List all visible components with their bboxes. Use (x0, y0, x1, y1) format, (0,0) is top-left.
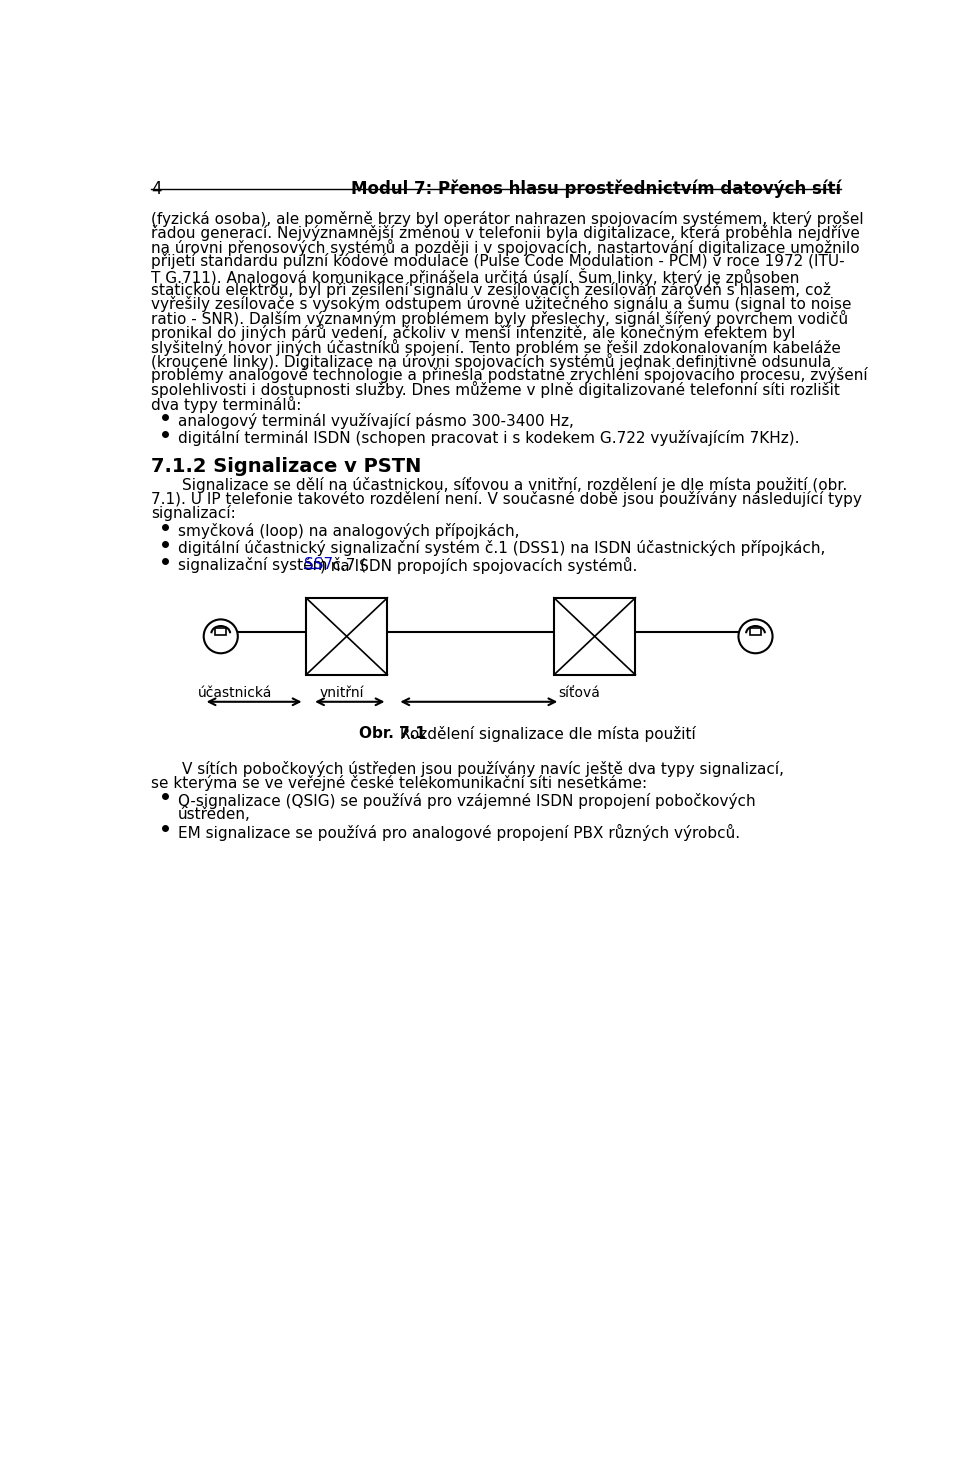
Text: signalizační systém č.7 (: signalizační systém č.7 ( (179, 558, 367, 574)
Text: se kterýma se ve veřejné české telekomunikační síti nesetkáme:: se kterýma se ve veřejné české telekomun… (151, 776, 647, 792)
Text: V sítích pobočkových ústředen jsou používány navíc ještě dva typy signalizací,: V sítích pobočkových ústředen jsou použí… (182, 761, 784, 777)
Circle shape (738, 620, 773, 654)
Text: přijetí standardu pulzní kódové modulace (Pulse Code Modulation - PCM) v roce 19: přijetí standardu pulzní kódové modulace… (151, 253, 845, 269)
Bar (554, 598, 636, 674)
Bar (750, 629, 761, 634)
Text: řadou generací. Nejvýznамnější změnou v telefonii byla digitalizace, která probě: řadou generací. Nejvýznамnější změnou v … (151, 225, 860, 241)
Text: EM signalizace se používá pro analogové propojení PBX různých výrobců.: EM signalizace se používá pro analogové … (179, 824, 740, 841)
Text: ) na ISDN propojích spojovacích systémů.: ) na ISDN propojích spojovacích systémů. (320, 558, 637, 574)
Text: Signalizace se dělí na účastnickou, síťovou a vnitřní, rozdělení je dle místa po: Signalizace se dělí na účastnickou, síťo… (182, 477, 848, 493)
Circle shape (204, 620, 238, 654)
Text: síťová: síťová (558, 686, 600, 701)
Text: Modul 7: Přenos hlasu prostřednictvím datových sítí: Modul 7: Přenos hlasu prostřednictvím da… (350, 180, 841, 199)
Text: signalizací:: signalizací: (151, 505, 236, 521)
Text: pronikal do jiných párů vedení, ačkoliv v menší intenzitě, ale konečným efektem : pronikal do jiných párů vedení, ačkoliv … (151, 324, 796, 342)
Text: Q-signalizace (QSIG) se používá pro vzájemné ISDN propojení pobočkových: Q-signalizace (QSIG) se používá pro vzáj… (179, 792, 756, 808)
Text: ústředen,: ústředen, (179, 807, 251, 821)
Text: digitální účastnický signalizační systém č.1 (DSS1) na ISDN účastnických přípojk: digitální účastnický signalizační systém… (179, 540, 826, 556)
Bar (306, 598, 388, 674)
Text: spolehlivosti i dostupnosti služby. Dnes můžeme v plně digitalizované telefonní : spolehlivosti i dostupnosti služby. Dnes… (151, 381, 840, 399)
Text: (kroucené linky). Digitalizace na úrovni spojovacích systémů jednak definitivně : (kroucené linky). Digitalizace na úrovni… (151, 353, 831, 369)
Text: T G.711). Analogová komunikace přinášela určitá úsalí. Šum linky, který je způso: T G.711). Analogová komunikace přinášela… (151, 268, 800, 286)
Bar (215, 629, 227, 634)
Text: problémy analogové technologie a přinesla podstatné zrychlení spojovacího proces: problémy analogové technologie a přinesl… (151, 367, 868, 383)
Text: na úrovni přenosových systémů a později i v spojovacích, nastartování digitaliza: na úrovni přenosových systémů a později … (151, 238, 859, 256)
Text: (fyzická osoba), ale poměrně brzy byl operátor nahrazen spojovacím systémem, kte: (fyzická osoba), ale poměrně brzy byl op… (151, 210, 864, 227)
Text: Rozdělení signalizace dle místa použití: Rozdělení signalizace dle místa použití (396, 726, 696, 742)
Text: Obr. 7.1: Obr. 7.1 (359, 726, 425, 742)
Text: SS7: SS7 (304, 558, 333, 573)
Text: smyčková (loop) na analogových přípojkách,: smyčková (loop) na analogových přípojkác… (179, 523, 519, 539)
Text: vnitřní: vnitřní (320, 686, 365, 701)
Text: dva typy terminálů:: dva typy terminálů: (151, 396, 301, 412)
Text: vyřešily zesílovače s vysokým odstupem úrovně užitečného signálu a šumu (signal : vyřešily zesílovače s vysokým odstupem ú… (151, 296, 852, 312)
Text: digitální terminál ISDN (schopen pracovat i s kodekem G.722 využívajícím 7KHz).: digitální terminál ISDN (schopen pracova… (179, 430, 800, 446)
Text: statickou elektrou, byl při zesílení signálu v zesílovačích zesílován zároveň s : statickou elektrou, byl při zesílení sig… (151, 281, 830, 297)
Text: ratio - SNR). Dalším význамným problémem byly přeslechy, signál šířený povrchem : ratio - SNR). Dalším význамným problémem… (151, 311, 848, 327)
Text: analogový terminál využívající pásmo 300-3400 Hz,: analogový terminál využívající pásmo 300… (179, 414, 574, 428)
Text: slyšitelný hovor jiných účastníků spojení. Tento problém se řešil zdokonalovaním: slyšitelný hovor jiných účastníků spojen… (151, 339, 841, 356)
Text: 7.1.2 Signalizace v PSTN: 7.1.2 Signalizace v PSTN (151, 456, 421, 475)
Text: 4: 4 (151, 180, 161, 197)
Text: 7.1). U IP telefonie takovéto rozdělení není. V současné době jsou používány nás: 7.1). U IP telefonie takovéto rozdělení … (151, 492, 862, 508)
Text: účastnická: účastnická (198, 686, 272, 701)
